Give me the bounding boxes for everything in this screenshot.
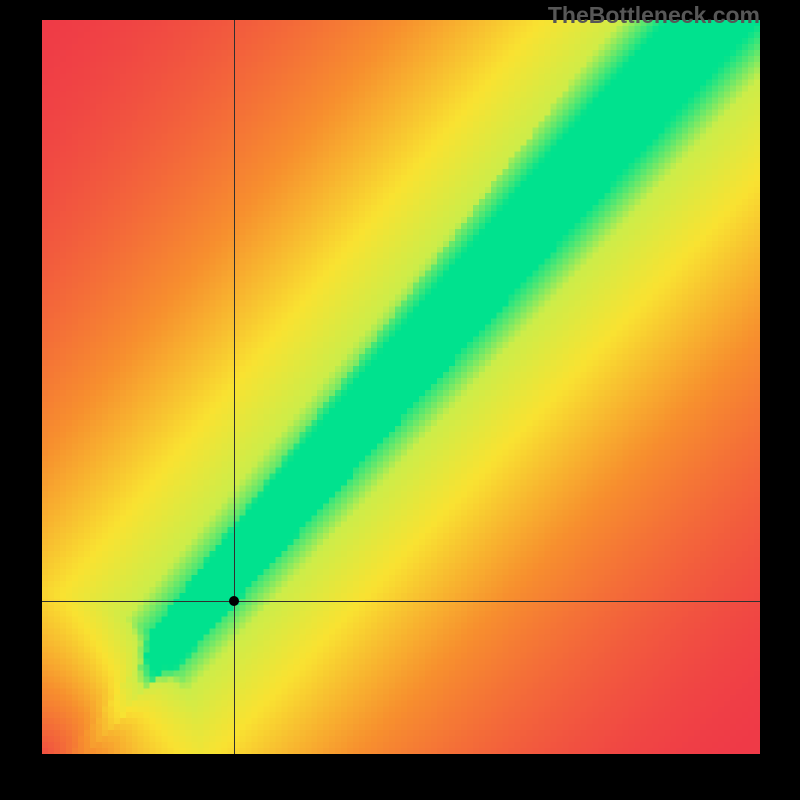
crosshair-vertical-line bbox=[234, 20, 235, 754]
bottleneck-heatmap bbox=[42, 20, 760, 754]
chart-container: TheBottleneck.com bbox=[0, 0, 800, 800]
crosshair-horizontal-line bbox=[42, 601, 760, 602]
watermark-text: TheBottleneck.com bbox=[548, 2, 760, 29]
